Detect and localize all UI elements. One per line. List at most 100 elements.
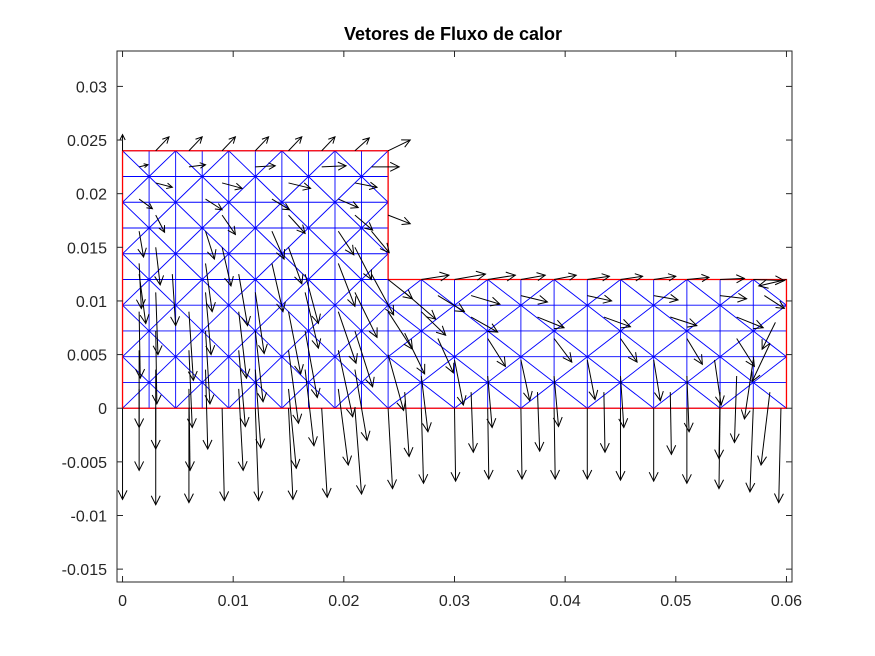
arrow-head <box>170 316 181 327</box>
flux-arrow <box>603 316 632 329</box>
arrow-head <box>496 356 507 368</box>
flux-arrow <box>681 408 692 485</box>
mesh-edge <box>334 330 362 358</box>
mesh-edge <box>361 304 389 332</box>
flux-arrow <box>337 263 357 308</box>
flux-arrow <box>205 198 224 211</box>
arrow-shaft <box>404 392 410 457</box>
arrow-head <box>368 327 378 339</box>
mesh-edge <box>308 279 336 306</box>
flux-arrow <box>304 292 322 350</box>
mesh-edge <box>148 150 176 177</box>
mesh-edge <box>487 382 522 409</box>
mesh-edge <box>421 330 455 358</box>
arrow-head <box>774 275 786 286</box>
flux-arrow <box>387 214 412 226</box>
arrow-head <box>146 203 154 210</box>
arrow-head <box>599 442 610 454</box>
arrow-shaft <box>271 231 285 260</box>
flux-arrow <box>337 350 356 418</box>
arrow-head <box>450 471 461 483</box>
arrow-shaft <box>686 276 710 280</box>
flux-arrow <box>321 136 336 152</box>
arrow-head <box>745 356 755 368</box>
mesh-edge <box>587 330 621 358</box>
arrow-shaft <box>371 230 390 253</box>
arrow-shaft <box>254 330 264 402</box>
mesh-edge <box>421 279 455 306</box>
flux-arrow <box>237 388 248 472</box>
arrow-shaft <box>221 136 236 152</box>
arrow-shaft <box>288 136 303 152</box>
arrow-shaft <box>437 338 454 374</box>
arrow-head <box>308 436 318 447</box>
flux-arrow <box>253 408 264 502</box>
mesh-edge <box>148 356 176 383</box>
mesh-edge <box>308 176 336 203</box>
mesh-edge <box>361 382 389 409</box>
flux-arrow <box>337 388 353 467</box>
flux-arrow <box>686 273 711 283</box>
flux-arrow <box>288 136 303 152</box>
arrow-head <box>753 319 765 330</box>
arrow-head <box>363 269 373 281</box>
flux-arrow <box>753 275 786 286</box>
arrow-shaft <box>205 292 212 355</box>
mesh-edge <box>201 279 230 306</box>
arrow-shaft <box>171 274 177 326</box>
flux-arrow <box>553 272 578 281</box>
mesh-edge <box>255 176 283 203</box>
mesh-edge <box>553 330 588 358</box>
flux-arrow <box>587 273 611 282</box>
flux-arrow <box>271 198 291 211</box>
arrow-shaft <box>587 295 612 302</box>
arrow-shaft <box>321 165 347 168</box>
arrow-head <box>253 491 264 502</box>
flux-arrow <box>254 292 268 355</box>
arrow-head <box>219 491 230 502</box>
arrow-shaft <box>454 359 464 406</box>
arrow-head <box>468 442 478 454</box>
flux-arrow <box>287 408 298 501</box>
arrow-head <box>347 296 357 308</box>
flux-arrow <box>138 198 154 210</box>
flux-arrow <box>152 292 163 356</box>
mesh-edge <box>653 330 688 358</box>
mesh-edge <box>334 279 362 306</box>
flux-arrow <box>486 375 497 429</box>
mesh-edge <box>520 356 555 383</box>
mesh-edge <box>308 227 336 255</box>
arrow-head <box>368 181 379 190</box>
arrow-head <box>311 313 321 325</box>
arrow-head <box>276 249 286 261</box>
y-tick-label: 0.015 <box>67 240 107 257</box>
arrow-shaft <box>354 182 378 188</box>
arrow-shaft <box>743 359 754 420</box>
flux-arrow <box>736 316 765 330</box>
mesh-edge <box>255 356 283 383</box>
x-tick-label: 0.04 <box>550 593 581 610</box>
flux-arrow <box>437 338 455 374</box>
arrow-head <box>227 225 237 236</box>
mesh-edge <box>587 304 621 332</box>
flux-arrow <box>337 311 358 365</box>
arrow-head <box>627 352 638 364</box>
mesh-edge <box>148 176 176 203</box>
mesh-edge <box>361 150 389 177</box>
flux-arrow <box>470 316 499 333</box>
arrow-head <box>311 338 322 350</box>
flux-arrow <box>371 273 395 316</box>
flux-arrow <box>420 375 432 433</box>
arrow-shaft <box>653 295 679 301</box>
arrow-head <box>505 271 517 282</box>
arrow-head <box>667 273 677 282</box>
arrow-head <box>139 313 150 325</box>
arrow-head <box>166 182 174 190</box>
flux-arrow <box>288 350 303 425</box>
flux-arrow <box>550 408 561 481</box>
arrow-shaft <box>778 408 782 503</box>
arrow-shaft <box>586 359 596 400</box>
arrow-head <box>202 439 213 451</box>
arrow-shaft <box>254 292 265 354</box>
mesh-edge <box>122 176 150 203</box>
